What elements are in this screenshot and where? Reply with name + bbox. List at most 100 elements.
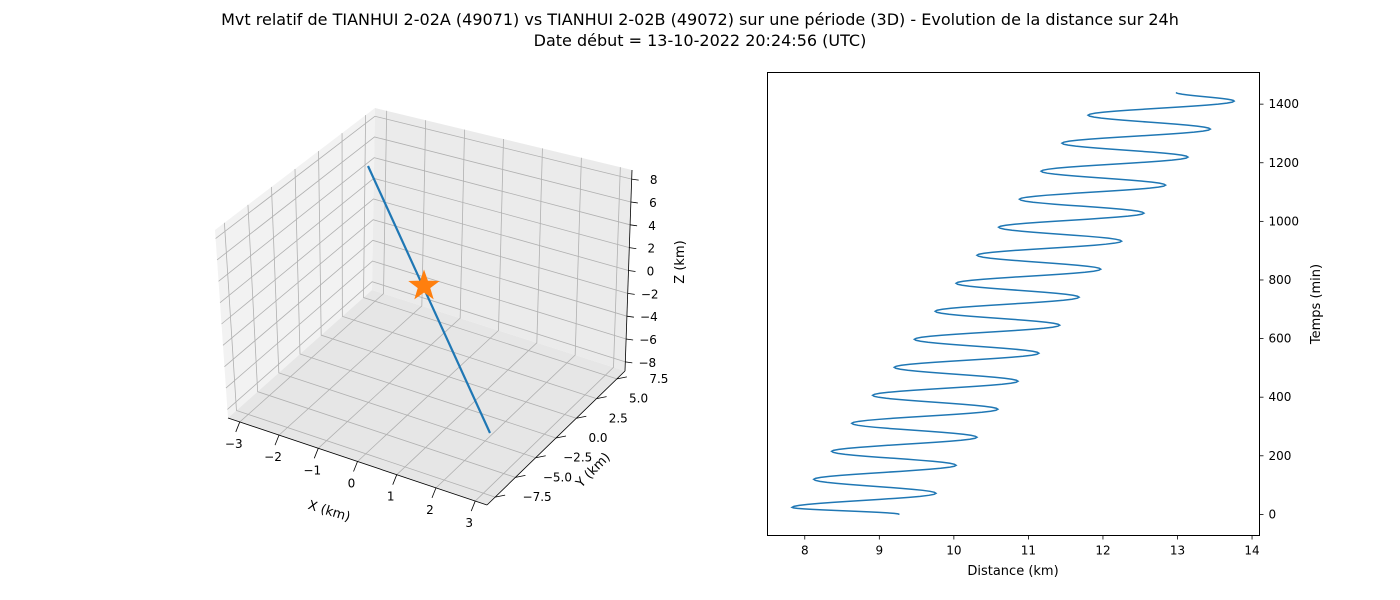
x-tick [470, 500, 476, 512]
x-tick-label: 3 [465, 516, 473, 530]
x-tick [431, 487, 437, 499]
z-gridline [225, 260, 627, 389]
time-axis-label: Temps (min) [1309, 264, 1324, 345]
time-tick-label: 1000 [1269, 214, 1300, 228]
distance-tick-label: 12 [1095, 544, 1110, 558]
x-gridline [474, 167, 621, 502]
distance-tick-label: 11 [1021, 544, 1036, 558]
z-tick-label: 2 [647, 242, 655, 256]
chart-subtitle: Date début = 13-10-2022 20:24:56 (UTC) [533, 31, 867, 50]
y-gridline [363, 115, 618, 380]
y-gridline [247, 204, 516, 478]
time-tick-label: 200 [1269, 449, 1292, 463]
y-gridline [224, 222, 496, 498]
z-axis-line [624, 169, 633, 372]
y-tick [515, 475, 526, 478]
x-gridline [435, 157, 582, 489]
chart-title: Mvt relatif de TIANHUI 2-02A (49071) vs … [221, 10, 1179, 29]
y-tick-label: 2.5 [609, 411, 628, 425]
x-gridline [317, 129, 465, 449]
z-tick-label: 0 [647, 265, 655, 279]
axes-3d: −3 −2 −1 0 1 2 3 −7.5 −5.0 −2.5 0.02.55.07.5 −8 −6 −4… [225, 169, 668, 530]
y-tick-label: −5.0 [543, 470, 572, 484]
x-tick-label: −1 [303, 463, 321, 477]
x-tick-label: 0 [348, 477, 356, 491]
y-axis-line [486, 370, 626, 506]
y-tick [535, 455, 546, 459]
y-tick-label: −2.5 [563, 451, 592, 465]
distance-series [790, 91, 1236, 516]
x-gridline [396, 148, 543, 475]
distance-tick-label: 13 [1170, 544, 1185, 558]
distance-tick-label: 8 [801, 544, 809, 558]
z-tick-label: 6 [649, 196, 657, 210]
z-gridline [216, 136, 631, 261]
x-gridline [239, 110, 388, 423]
time-tick-label: 800 [1269, 273, 1292, 287]
chart-distance-vs-time: 8 9 10 11 12 13 14 0 200 400 600 800 1000 1200 1400 Di… [767, 72, 1324, 579]
y-tick [616, 376, 627, 380]
z-tick [627, 292, 635, 295]
z-tick [630, 224, 638, 227]
time-tick-label: 400 [1269, 390, 1292, 404]
y-tick [495, 494, 506, 498]
distance-axis-label: Distance (km) [967, 564, 1058, 579]
z-tick [628, 270, 636, 272]
y-tick-label: 5.0 [629, 392, 648, 406]
z-tick [626, 315, 634, 318]
x-tick-label: −2 [264, 450, 282, 464]
z-tick-label: −2 [641, 287, 659, 301]
x-tick [235, 421, 241, 433]
z-gridline [218, 157, 631, 282]
y-tick-label: −7.5 [523, 490, 552, 504]
time-tick-label: 600 [1269, 332, 1292, 346]
z-tick-label: −4 [640, 310, 658, 324]
x-tick-label: 1 [387, 490, 395, 504]
x-tick-label: −3 [225, 437, 243, 451]
y-gridline [318, 151, 577, 419]
distance-curve [790, 91, 1236, 516]
origin-star-marker [408, 269, 440, 300]
axes-2d: 8 9 10 11 12 13 14 0 200 400 600 800 1000 1200 1400 [801, 97, 1299, 557]
trajectory-line [366, 165, 492, 434]
x-tick [353, 461, 358, 472]
distance-tick-label: 10 [946, 544, 961, 558]
z-gridline [222, 219, 628, 346]
time-tick-label: 1200 [1269, 156, 1300, 170]
y-gridline [341, 133, 597, 399]
z-tick [631, 178, 639, 181]
z-tick-label: −8 [638, 356, 656, 370]
grid-3d [215, 110, 632, 502]
z-gridline [215, 115, 632, 239]
time-tick-label: 1400 [1269, 97, 1300, 111]
z-tick [630, 201, 638, 204]
y-gridline [294, 168, 557, 439]
x-tick [392, 474, 398, 485]
x-axis-label: X (km) [306, 498, 352, 525]
y-tick [596, 396, 607, 399]
y-tick [576, 415, 587, 419]
x-gridline [357, 138, 504, 462]
y-tick-label: 0.0 [588, 431, 607, 445]
x-tick [313, 448, 319, 459]
time-tick-label: 0 [1269, 507, 1277, 521]
z-tick [629, 247, 637, 250]
z-gridline [227, 281, 626, 410]
y-tick-label: 7.5 [649, 372, 668, 386]
y-tick [555, 435, 567, 439]
distance-tick-label: 14 [1244, 544, 1259, 558]
z-tick [625, 361, 633, 364]
z-tick [626, 338, 634, 341]
x-tick-label: 2 [426, 503, 434, 517]
z-tick-label: 8 [650, 173, 658, 187]
trajectory-3d [366, 165, 492, 434]
x-tick [274, 434, 280, 446]
chart-3d-relative-motion: −3 −2 −1 0 1 2 3 −7.5 −5.0 −2.5 0.02.55.07.5 −8 −6 −4… [215, 108, 688, 530]
x-axis-line [227, 417, 488, 506]
z-tick-label: 4 [648, 219, 656, 233]
z-gridline [224, 239, 628, 368]
z-tick-label: −6 [639, 333, 657, 347]
z-gridline [221, 198, 629, 325]
x-gridline [278, 120, 427, 436]
